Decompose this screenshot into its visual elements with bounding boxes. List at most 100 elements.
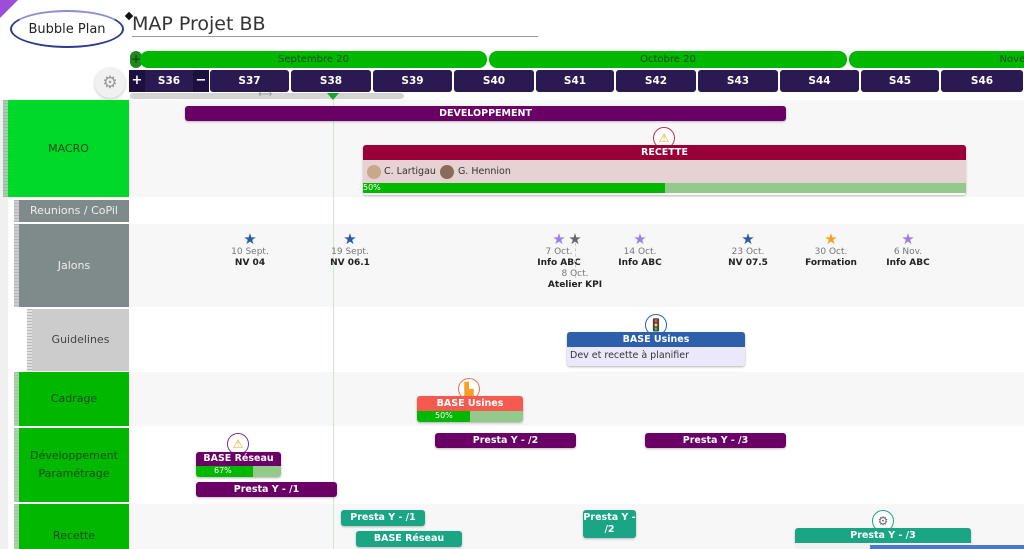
star-icon: ★ (552, 230, 566, 248)
today-marker-icon (327, 93, 339, 100)
milestone-name: Atelier KPI (547, 280, 603, 290)
task-dev-presta-1[interactable]: Presta Y - /1 (196, 482, 337, 497)
task-recette[interactable]: RECETTE C. Lartigau G. Hennion 50% (363, 145, 966, 195)
traffic-light-icon[interactable]: 🚦 (645, 314, 667, 336)
milestone-name: Info ABC (886, 258, 930, 268)
drag-handle-icon[interactable] (14, 200, 19, 222)
task-developpement[interactable]: DEVELOPPEMENT (185, 106, 786, 121)
week-s46[interactable]: S46 (941, 70, 1023, 92)
week-s43[interactable]: S43 (698, 70, 778, 92)
task-dev-presta-3[interactable]: Presta Y - /3 (645, 433, 786, 448)
week-s45[interactable]: S45 (861, 70, 939, 92)
milestone-date: 19 Sept. (331, 247, 369, 257)
row-reunions[interactable]: Reunions / CoPil (14, 200, 129, 222)
week-s44[interactable]: S44 (780, 70, 859, 92)
week-s41[interactable]: S41 (536, 70, 614, 92)
zoom-out-button[interactable]: − (193, 70, 209, 92)
task-recette-people: C. Lartigau G. Hennion (363, 160, 966, 183)
star-icon: ★ (633, 230, 647, 248)
star-icon: ★ (343, 230, 357, 248)
milestone[interactable]: ★ 8 Oct. Atelier KPI (530, 231, 620, 291)
row-label-macro: MACRO (8, 100, 129, 197)
progress-label: 67% (214, 466, 232, 475)
task-title: BASE Usines (567, 332, 745, 347)
gear-icon[interactable]: ⚙ (872, 510, 894, 532)
milestone[interactable]: ★ 10 Sept. NV 04 (205, 231, 295, 269)
person-name: C. Lartigau (384, 166, 436, 177)
month-november[interactable]: Novem (849, 51, 1024, 68)
app-logo[interactable]: Bubble Plan (10, 10, 124, 48)
avatar (439, 164, 454, 179)
left-gutter (0, 100, 8, 549)
row-macro[interactable]: MACRO (3, 100, 129, 197)
drag-handle-icon[interactable] (14, 224, 19, 307)
row-lane-cadrage (129, 372, 1024, 426)
row-lane-reunions (129, 200, 1024, 222)
milestone-date: 23 Oct. (731, 247, 765, 257)
row-jalons[interactable]: Jalons (14, 224, 129, 307)
avatar (367, 164, 381, 179)
milestone-name: NV 06.1 (330, 258, 370, 268)
milestone-date: 6 Nov. (893, 247, 923, 257)
milestone-connector (575, 243, 576, 278)
task-recette-presta-3[interactable]: Presta Y - /3 (795, 528, 971, 543)
month-october[interactable]: Octobre 20 (489, 51, 847, 68)
project-title[interactable]: MAP Projet BB (132, 13, 538, 37)
star-icon: ★ (824, 230, 838, 248)
progress-bar: 67% (196, 466, 281, 477)
drag-handle-icon[interactable] (27, 309, 32, 371)
row-dev[interactable]: Développement Paramétrage (14, 428, 129, 502)
milestone-date: 8 Oct. (561, 269, 589, 279)
row-label-jalons: Jalons (19, 224, 129, 307)
task-recette-presta-1[interactable]: Presta Y - /1 (341, 510, 425, 526)
person-name: G. Hennion (457, 166, 511, 177)
milestone[interactable]: ★ 14 Oct. Info ABC (595, 231, 685, 269)
drag-handle-icon[interactable] (14, 504, 19, 549)
week-s39[interactable]: S39 (373, 70, 452, 92)
row-guidelines[interactable]: Guidelines (27, 309, 129, 371)
timeline-scrollbar[interactable] (130, 93, 404, 99)
logo-text: Bubble Plan (28, 21, 106, 37)
month-add-button[interactable]: + (130, 51, 142, 68)
drag-handle-icon[interactable] (3, 100, 8, 197)
month-september[interactable]: Septembre 20 (140, 51, 487, 68)
milestone[interactable]: ★ 7 Oct. Info ABC (514, 231, 604, 269)
task-recette-base-reseau[interactable]: BASE Réseau (356, 531, 462, 547)
task-cadrage-base-usines[interactable]: BASE Usines 50% (417, 396, 523, 422)
task-guidelines-base-usines[interactable]: BASE Usines Dev et recette à planifier (567, 332, 745, 366)
row-label-reunions: Reunions / CoPil (19, 200, 129, 222)
milestone[interactable]: ★ 23 Oct. NV 07.5 (703, 231, 793, 269)
milestone-name: NV 04 (234, 258, 266, 268)
zoom-in-button[interactable]: + (129, 70, 145, 92)
row-label-cadrage: Cadrage (19, 372, 129, 426)
task-recette-presta-2[interactable]: Presta Y - /2 (583, 510, 636, 538)
drag-handle-icon[interactable] (14, 428, 19, 502)
task-title: BASE Usines (417, 396, 523, 411)
milestone[interactable]: ★ 30 Oct. Formation (786, 231, 876, 269)
milestone-date: 14 Oct. (623, 247, 657, 257)
row-label-dev: Développement Paramétrage (19, 428, 129, 502)
milestone[interactable]: ★ 6 Nov. Info ABC (863, 231, 953, 269)
star-icon: ★ (741, 230, 755, 248)
star-icon: ★ (901, 230, 915, 248)
milestone-name: NV 07.5 (728, 258, 768, 268)
star-icon: ★ (568, 230, 582, 248)
task-dev-presta-2[interactable]: Presta Y - /2 (435, 433, 576, 448)
star-icon: ★ (243, 230, 257, 248)
scroll-drag-icon[interactable]: ⟷ (258, 89, 273, 100)
drag-handle-icon[interactable] (14, 372, 19, 426)
task-dev-base-reseau[interactable]: BASE Réseau 67% (196, 452, 281, 477)
week-s38[interactable]: S38 (291, 70, 371, 92)
week-s40[interactable]: S40 (454, 70, 534, 92)
settings-gear-icon[interactable]: ⚙ (95, 68, 125, 98)
week-s37[interactable]: S37 (210, 70, 289, 92)
milestone-date: 10 Sept. (231, 247, 269, 257)
row-recette[interactable]: Recette (14, 504, 129, 549)
week-s36[interactable]: S36 (145, 70, 193, 92)
tooltip-overlay (870, 545, 1024, 549)
row-cadrage[interactable]: Cadrage (14, 372, 129, 426)
week-s42[interactable]: S42 (616, 70, 696, 92)
milestone-name: Info ABC (537, 258, 581, 268)
corner-ribbon (0, 0, 18, 18)
milestone[interactable]: ★ 19 Sept. NV 06.1 (305, 231, 395, 269)
